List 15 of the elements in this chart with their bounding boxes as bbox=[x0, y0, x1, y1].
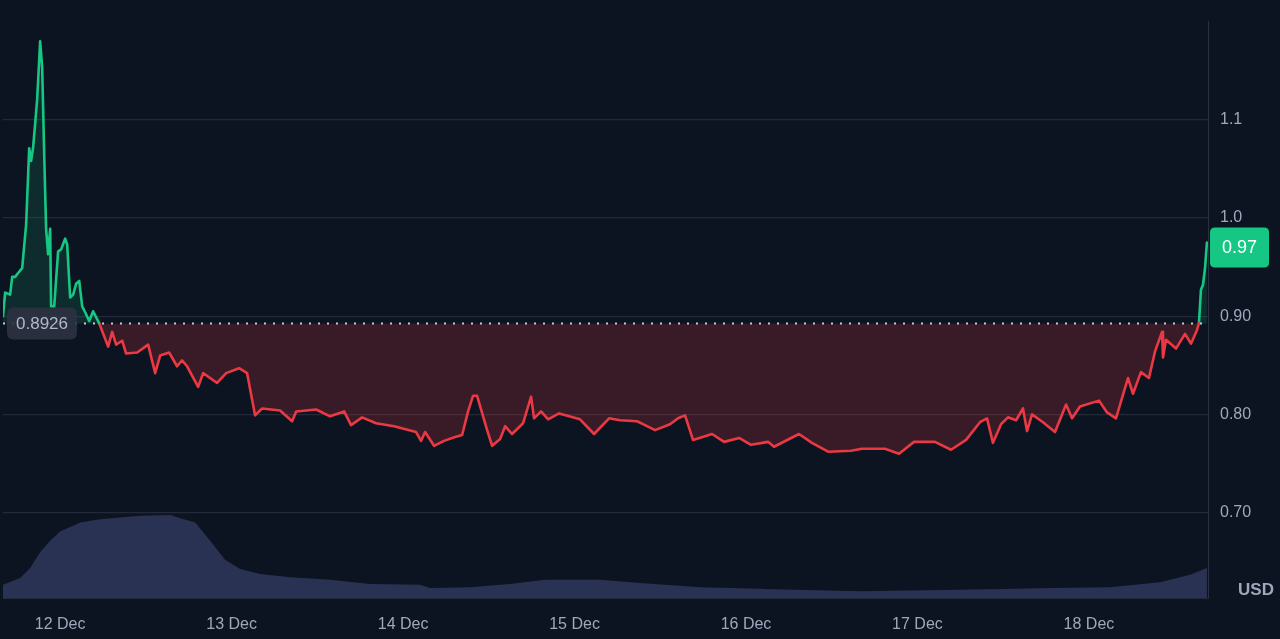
y-tick-label: 1.1 bbox=[1220, 110, 1243, 128]
x-tick-label: 14 Dec bbox=[377, 615, 429, 633]
annotation: 0.97 bbox=[1222, 237, 1258, 258]
y-axis-title: USD bbox=[1238, 579, 1274, 599]
x-tick-label: 12 Dec bbox=[34, 615, 86, 633]
y-tick-label: 0.80 bbox=[1220, 404, 1252, 422]
x-tick-label: 15 Dec bbox=[549, 615, 600, 633]
y-tick-label: 0.70 bbox=[1220, 502, 1252, 520]
x-tick-label: 16 Dec bbox=[720, 615, 772, 633]
x-tick-label: 13 Dec bbox=[206, 615, 257, 633]
x-tick-label: 17 Dec bbox=[892, 615, 943, 633]
y-tick-label: 1.0 bbox=[1220, 208, 1243, 226]
x-tick-label: 18 Dec bbox=[1063, 615, 1115, 633]
ref-line-label: 0.8926 bbox=[16, 314, 68, 334]
y-tick-label: 0.90 bbox=[1220, 306, 1252, 324]
